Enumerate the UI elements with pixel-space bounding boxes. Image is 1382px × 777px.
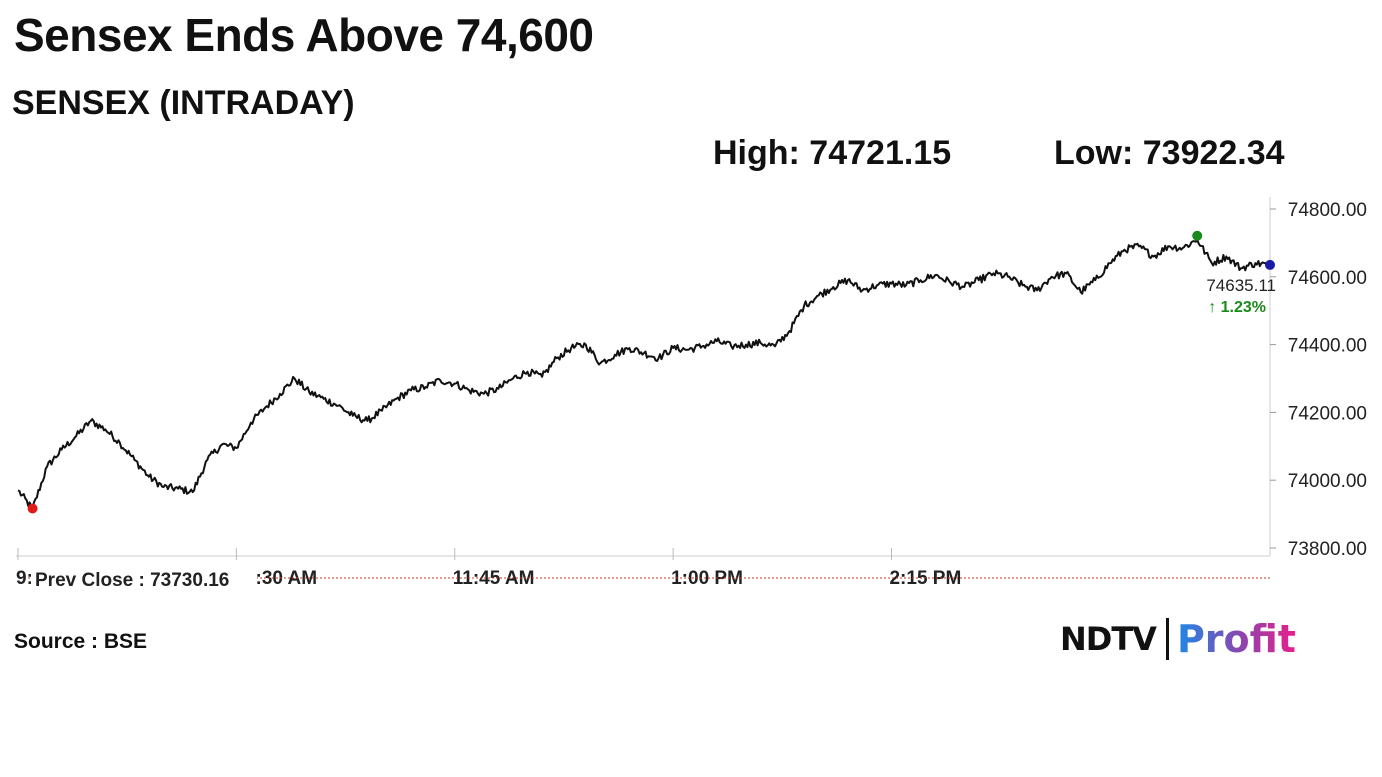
y-tick-label: 74400.00 — [1288, 336, 1367, 357]
chart-axes — [16, 197, 1271, 557]
high-marker — [1192, 230, 1203, 241]
source-note: Source : BSE — [14, 630, 148, 653]
x-tick-label: 1:00 PM — [671, 568, 743, 589]
change-percent-label: ↑ 1.23% — [1208, 299, 1266, 316]
brand-ndtv: NDTV — [1060, 620, 1157, 658]
y-tick-label: 74000.00 — [1288, 471, 1367, 492]
y-tick-label: 74600.00 — [1288, 268, 1367, 289]
chart-subtitle: SENSEX (INTRADAY) — [12, 84, 355, 122]
sensex-price-line — [17, 238, 1271, 510]
low-marker — [27, 503, 38, 514]
brand-divider — [1165, 618, 1169, 660]
y-tick-label: 74200.00 — [1288, 403, 1367, 424]
intraday-chart: 74800.00 74600.00 74400.00 74200.00 74000.00… — [16, 197, 1367, 591]
last-price-marker — [1265, 259, 1275, 270]
low-stat: Low: 73922.34 — [1054, 134, 1285, 172]
y-axis-ticks: 74800.00 74600.00 74400.00 74200.00 74000.00… — [1270, 200, 1367, 560]
brand-profit: Profit — [1176, 617, 1296, 661]
prev-close-label: Prev Close : 73730.16 — [35, 570, 229, 591]
y-tick-label: 73800.00 — [1288, 539, 1367, 560]
ndtv-profit-logo: NDTV Profit — [1060, 616, 1296, 662]
x-tick-label: 9: — [16, 568, 33, 589]
headline: Sensex Ends Above 74,600 — [14, 9, 594, 61]
y-tick-label: 74800.00 — [1288, 200, 1367, 221]
last-price-label: 74635.11 — [1206, 276, 1276, 295]
high-stat: High: 74721.15 — [713, 134, 952, 172]
prev-close-label-bg — [31, 565, 257, 591]
